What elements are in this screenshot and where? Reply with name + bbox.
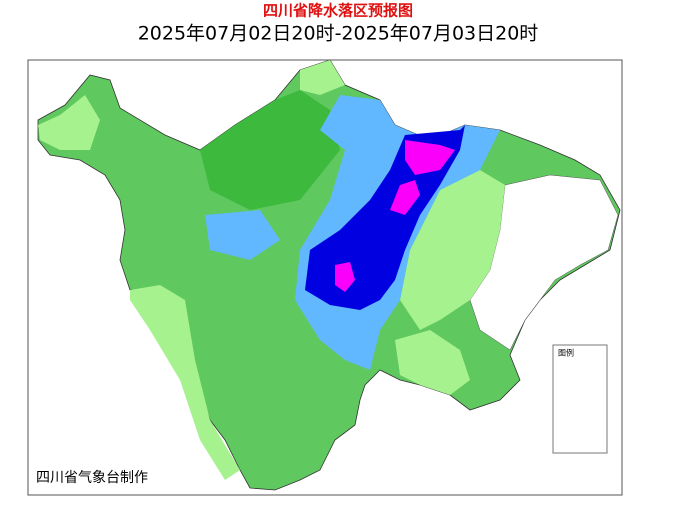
subtitle: 2025年07月02日20时-2025年07月03日20时	[138, 23, 539, 45]
heavy-rain-area	[205, 210, 280, 260]
no-rain-area	[469, 174, 619, 351]
light-rain-area	[300, 60, 345, 95]
title: 四川省降水落区预报图	[263, 2, 413, 20]
moderate-rain-area	[200, 90, 340, 210]
torrential-rain-area	[405, 140, 455, 175]
light-rain-area	[395, 330, 470, 395]
legend-box	[552, 344, 608, 454]
torrential-rain-area	[390, 180, 420, 215]
light-rain-area	[130, 285, 240, 480]
light-rain-area	[400, 170, 505, 330]
map-regions	[37, 59, 621, 491]
light-rain-area	[38, 95, 100, 150]
credit: 四川省气象台制作	[36, 470, 148, 486]
torrential-rain-area	[335, 262, 355, 292]
legend-title: 图例	[558, 348, 574, 358]
